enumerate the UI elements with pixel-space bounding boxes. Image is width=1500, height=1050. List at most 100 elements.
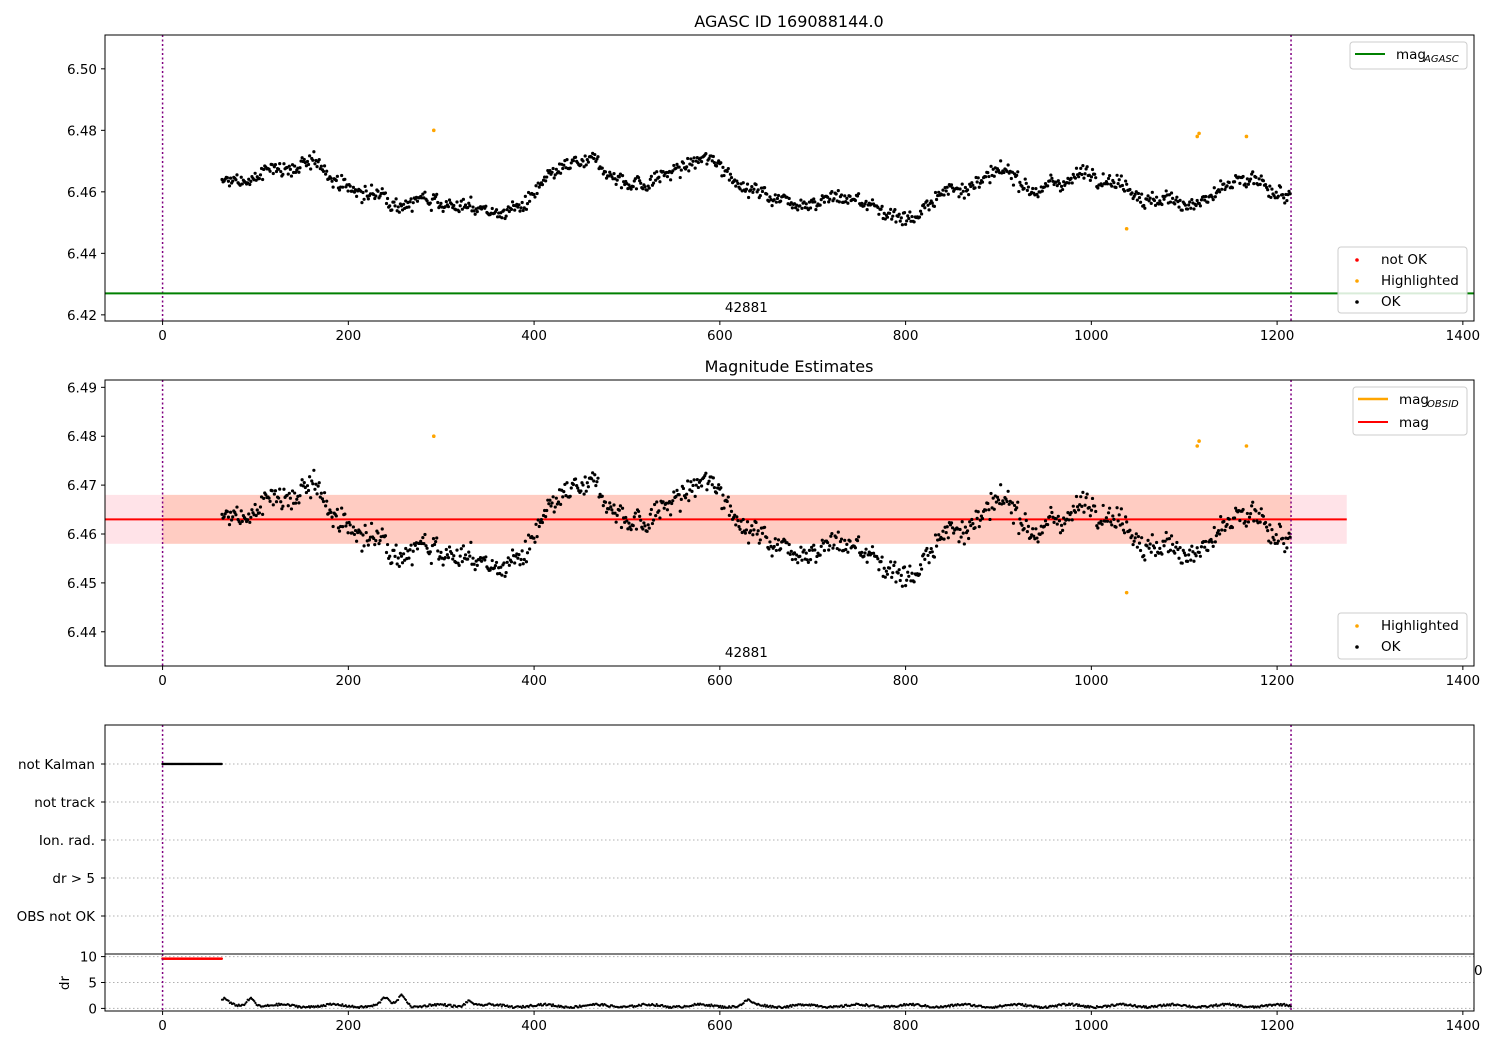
- ok-point: [1250, 504, 1254, 508]
- ok-point: [585, 157, 589, 162]
- ok-point: [934, 544, 939, 548]
- ok-point: [509, 207, 514, 211]
- ok-point: [347, 520, 351, 525]
- ok-point: [704, 152, 708, 156]
- ok-point: [473, 212, 477, 216]
- legend-marker-highlighted: [1355, 279, 1359, 283]
- ok-point: [1050, 176, 1054, 180]
- ok-point: [988, 517, 992, 522]
- ok-point: [1017, 531, 1021, 536]
- ok-point: [1082, 176, 1086, 180]
- ok-point: [1020, 523, 1024, 527]
- ok-point: [897, 568, 901, 572]
- highlighted-point: [431, 434, 436, 439]
- ok-point: [361, 190, 365, 195]
- ok-point: [445, 553, 449, 557]
- ok-point: [973, 526, 977, 530]
- ok-point: [857, 192, 861, 196]
- ok-point: [917, 215, 922, 219]
- flag-point: [220, 762, 223, 766]
- ok-point: [277, 167, 281, 171]
- ok-point: [937, 190, 941, 194]
- ok-point: [796, 561, 800, 565]
- ok-point: [376, 531, 380, 535]
- dr-point: [402, 996, 405, 999]
- ok-point: [927, 208, 931, 212]
- ok-point: [1110, 523, 1114, 527]
- ok-point: [586, 485, 590, 489]
- ok-point: [315, 164, 319, 169]
- ok-point: [1263, 520, 1268, 525]
- x-tick-label: 200: [335, 1018, 361, 1034]
- ok-point: [776, 193, 781, 198]
- ok-point: [1130, 534, 1134, 538]
- ok-point: [1154, 540, 1159, 545]
- ok-point: [1185, 207, 1190, 211]
- ok-point: [749, 529, 753, 533]
- dr-point: [1228, 1002, 1231, 1005]
- ok-point: [994, 500, 998, 504]
- ok-point: [226, 179, 231, 183]
- ok-point: [925, 546, 929, 551]
- dr-point: [341, 1003, 344, 1006]
- dr-point: [1077, 1003, 1081, 1006]
- ok-point: [831, 546, 835, 550]
- ok-point: [551, 495, 555, 499]
- ok-point: [1002, 170, 1006, 175]
- ok-point: [351, 185, 355, 189]
- legend-marker-ok: [1355, 300, 1359, 304]
- ok-point: [1012, 503, 1017, 508]
- ok-point: [952, 531, 956, 535]
- ok-point: [1057, 519, 1061, 523]
- ok-point: [317, 157, 321, 162]
- y-tick-label: 6.45: [67, 576, 97, 592]
- ok-point: [421, 192, 425, 196]
- dr-point: [409, 1004, 412, 1007]
- ok-point: [738, 187, 742, 191]
- ok-point: [444, 199, 448, 204]
- ok-point: [999, 483, 1003, 487]
- ok-point: [239, 509, 243, 513]
- ok-point: [922, 552, 926, 556]
- ok-point: [1248, 177, 1253, 181]
- ok-point: [1059, 184, 1064, 188]
- ok-point: [334, 514, 338, 518]
- ok-point: [346, 531, 350, 535]
- ok-point: [1248, 512, 1253, 516]
- ok-point: [855, 539, 860, 543]
- x-tick-label: 800: [893, 328, 919, 344]
- ok-point: [1016, 170, 1020, 174]
- ok-point: [1244, 524, 1248, 528]
- ok-point: [415, 199, 420, 203]
- ok-point: [1130, 191, 1134, 195]
- dr-point: [1221, 1002, 1224, 1005]
- ok-point: [415, 547, 420, 551]
- ok-point: [737, 525, 741, 529]
- ok-point: [714, 164, 719, 168]
- ok-point: [1176, 547, 1180, 552]
- ok-point: [683, 496, 688, 500]
- ok-point: [549, 504, 553, 508]
- ok-point: [887, 211, 892, 215]
- ok-point: [834, 192, 838, 196]
- ok-point: [466, 206, 470, 210]
- ok-point: [310, 479, 314, 483]
- ok-point: [658, 516, 662, 520]
- ok-point: [238, 521, 242, 526]
- ok-point: [898, 578, 902, 583]
- ok-point: [581, 159, 585, 163]
- ok-point: [1147, 546, 1151, 550]
- ok-point: [399, 554, 404, 558]
- dr-point: [769, 1004, 772, 1007]
- ok-point: [582, 492, 586, 496]
- ok-point: [1149, 201, 1153, 205]
- dr-point: [1122, 1002, 1125, 1005]
- dr-point: [726, 1006, 730, 1009]
- ok-point: [977, 525, 981, 529]
- ok-point: [1136, 534, 1141, 539]
- ok-point: [736, 181, 740, 186]
- ok-point: [1125, 520, 1129, 524]
- ok-point: [472, 562, 476, 566]
- ok-point: [760, 531, 765, 535]
- ok-point: [298, 494, 302, 498]
